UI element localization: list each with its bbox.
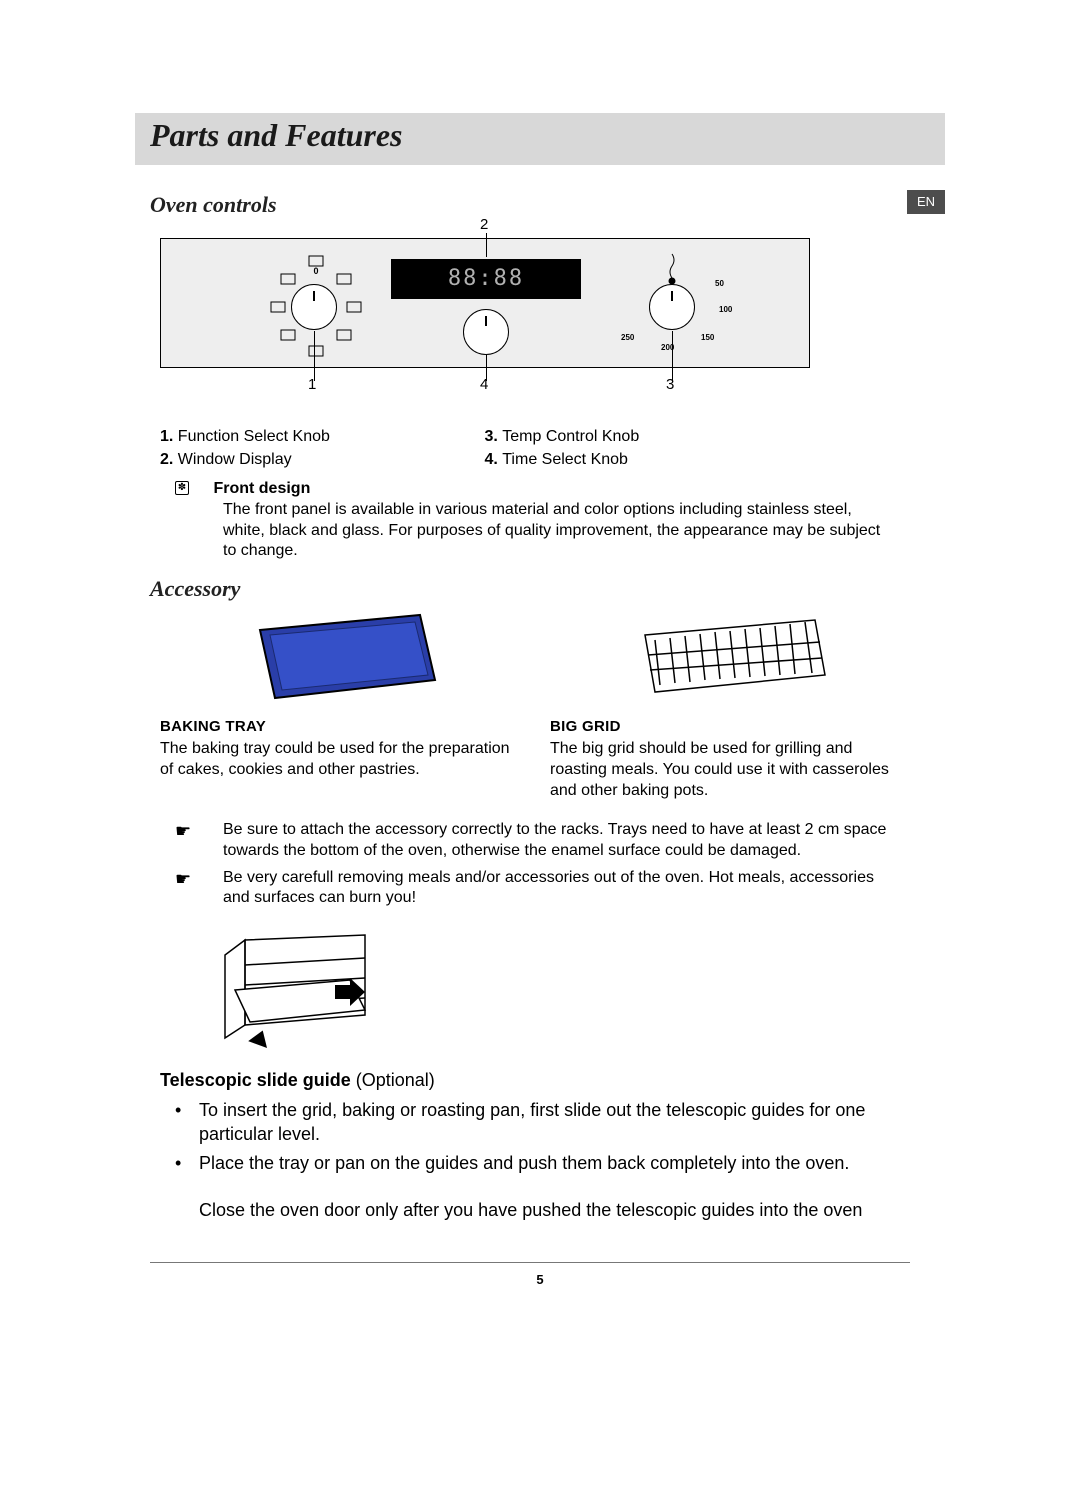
warning-1: Be sure to attach the accessory correctl…: [175, 820, 895, 862]
accessory-baking-tray: BAKING TRAY The baking tray could be use…: [160, 600, 520, 801]
callout-3: 3: [666, 376, 674, 393]
legend-item-4: Time Select Knob: [484, 448, 784, 471]
temp-mark-100: 100: [719, 305, 732, 314]
leader-1: [314, 331, 315, 381]
legend-item-2: Window Display: [160, 448, 480, 471]
time-select-knob-icon: [463, 309, 509, 355]
legend-item-1: Function Select Knob: [160, 425, 480, 448]
slide-guide-bullets: To insert the grid, baking or roasting p…: [175, 1098, 895, 1179]
window-display: 88:88: [391, 259, 581, 299]
front-design-body: The front panel is available in various …: [223, 500, 895, 562]
oven-control-panel-diagram: 2 0 88:88: [160, 230, 810, 368]
leader-3: [672, 331, 673, 381]
controls-legend: Function Select Knob Window Display Temp…: [160, 425, 784, 471]
note-mark-icon: ✽: [175, 481, 189, 495]
big-grid-icon: [630, 600, 830, 710]
accessory-big-grid: BIG GRID The big grid should be used for…: [550, 600, 910, 801]
page-title: Parts and Features: [150, 117, 402, 154]
baking-tray-text: The baking tray could be used for the pr…: [160, 739, 520, 781]
big-grid-title: BIG GRID: [550, 718, 910, 735]
accessory-warnings: Be sure to attach the accessory correctl…: [175, 820, 895, 915]
temp-mark-50: 50: [715, 279, 724, 288]
slide-bullet-1: To insert the grid, baking or roasting p…: [175, 1098, 895, 1147]
front-design-note: ✽ Front design The front panel is availa…: [175, 479, 895, 562]
warning-2: Be very carefull removing meals and/or a…: [175, 868, 895, 910]
slide-bullet-2: Place the tray or pan on the guides and …: [175, 1151, 895, 1175]
language-tab: EN: [907, 190, 945, 214]
slide-guide-title: Telescopic slide guide (Optional): [160, 1070, 435, 1091]
telescopic-slide-icon: [215, 930, 385, 1060]
accessory-heading: Accessory: [150, 576, 240, 602]
svg-text:0: 0: [313, 266, 318, 276]
callout-2: 2: [480, 216, 488, 233]
callout-4: 4: [480, 376, 488, 393]
leader-2: [486, 233, 487, 257]
slide-guide-title-bold: Telescopic slide guide: [160, 1070, 351, 1090]
temp-mark-250: 250: [621, 333, 634, 342]
footer-rule: [150, 1262, 910, 1263]
big-grid-text: The big grid should be used for grilling…: [550, 739, 910, 801]
page-number: 5: [0, 1272, 1080, 1287]
front-design-label: Front design: [213, 480, 310, 497]
baking-tray-icon: [240, 600, 440, 710]
callout-1: 1: [308, 376, 316, 393]
control-panel-box: 0 88:88 50 100 150 200 250: [160, 238, 810, 368]
function-knob-icons: 0: [261, 254, 371, 364]
arrow-out-icon: [248, 1027, 272, 1048]
oven-controls-heading: Oven controls: [150, 192, 277, 218]
slide-guide-title-rest: (Optional): [351, 1070, 435, 1090]
slide-guide-tail: Close the oven door only after you have …: [199, 1198, 899, 1222]
accessory-grid: BAKING TRAY The baking tray could be use…: [160, 600, 910, 801]
temp-mark-150: 150: [701, 333, 714, 342]
legend-item-3: Temp Control Knob: [484, 425, 784, 448]
baking-tray-title: BAKING TRAY: [160, 718, 520, 735]
